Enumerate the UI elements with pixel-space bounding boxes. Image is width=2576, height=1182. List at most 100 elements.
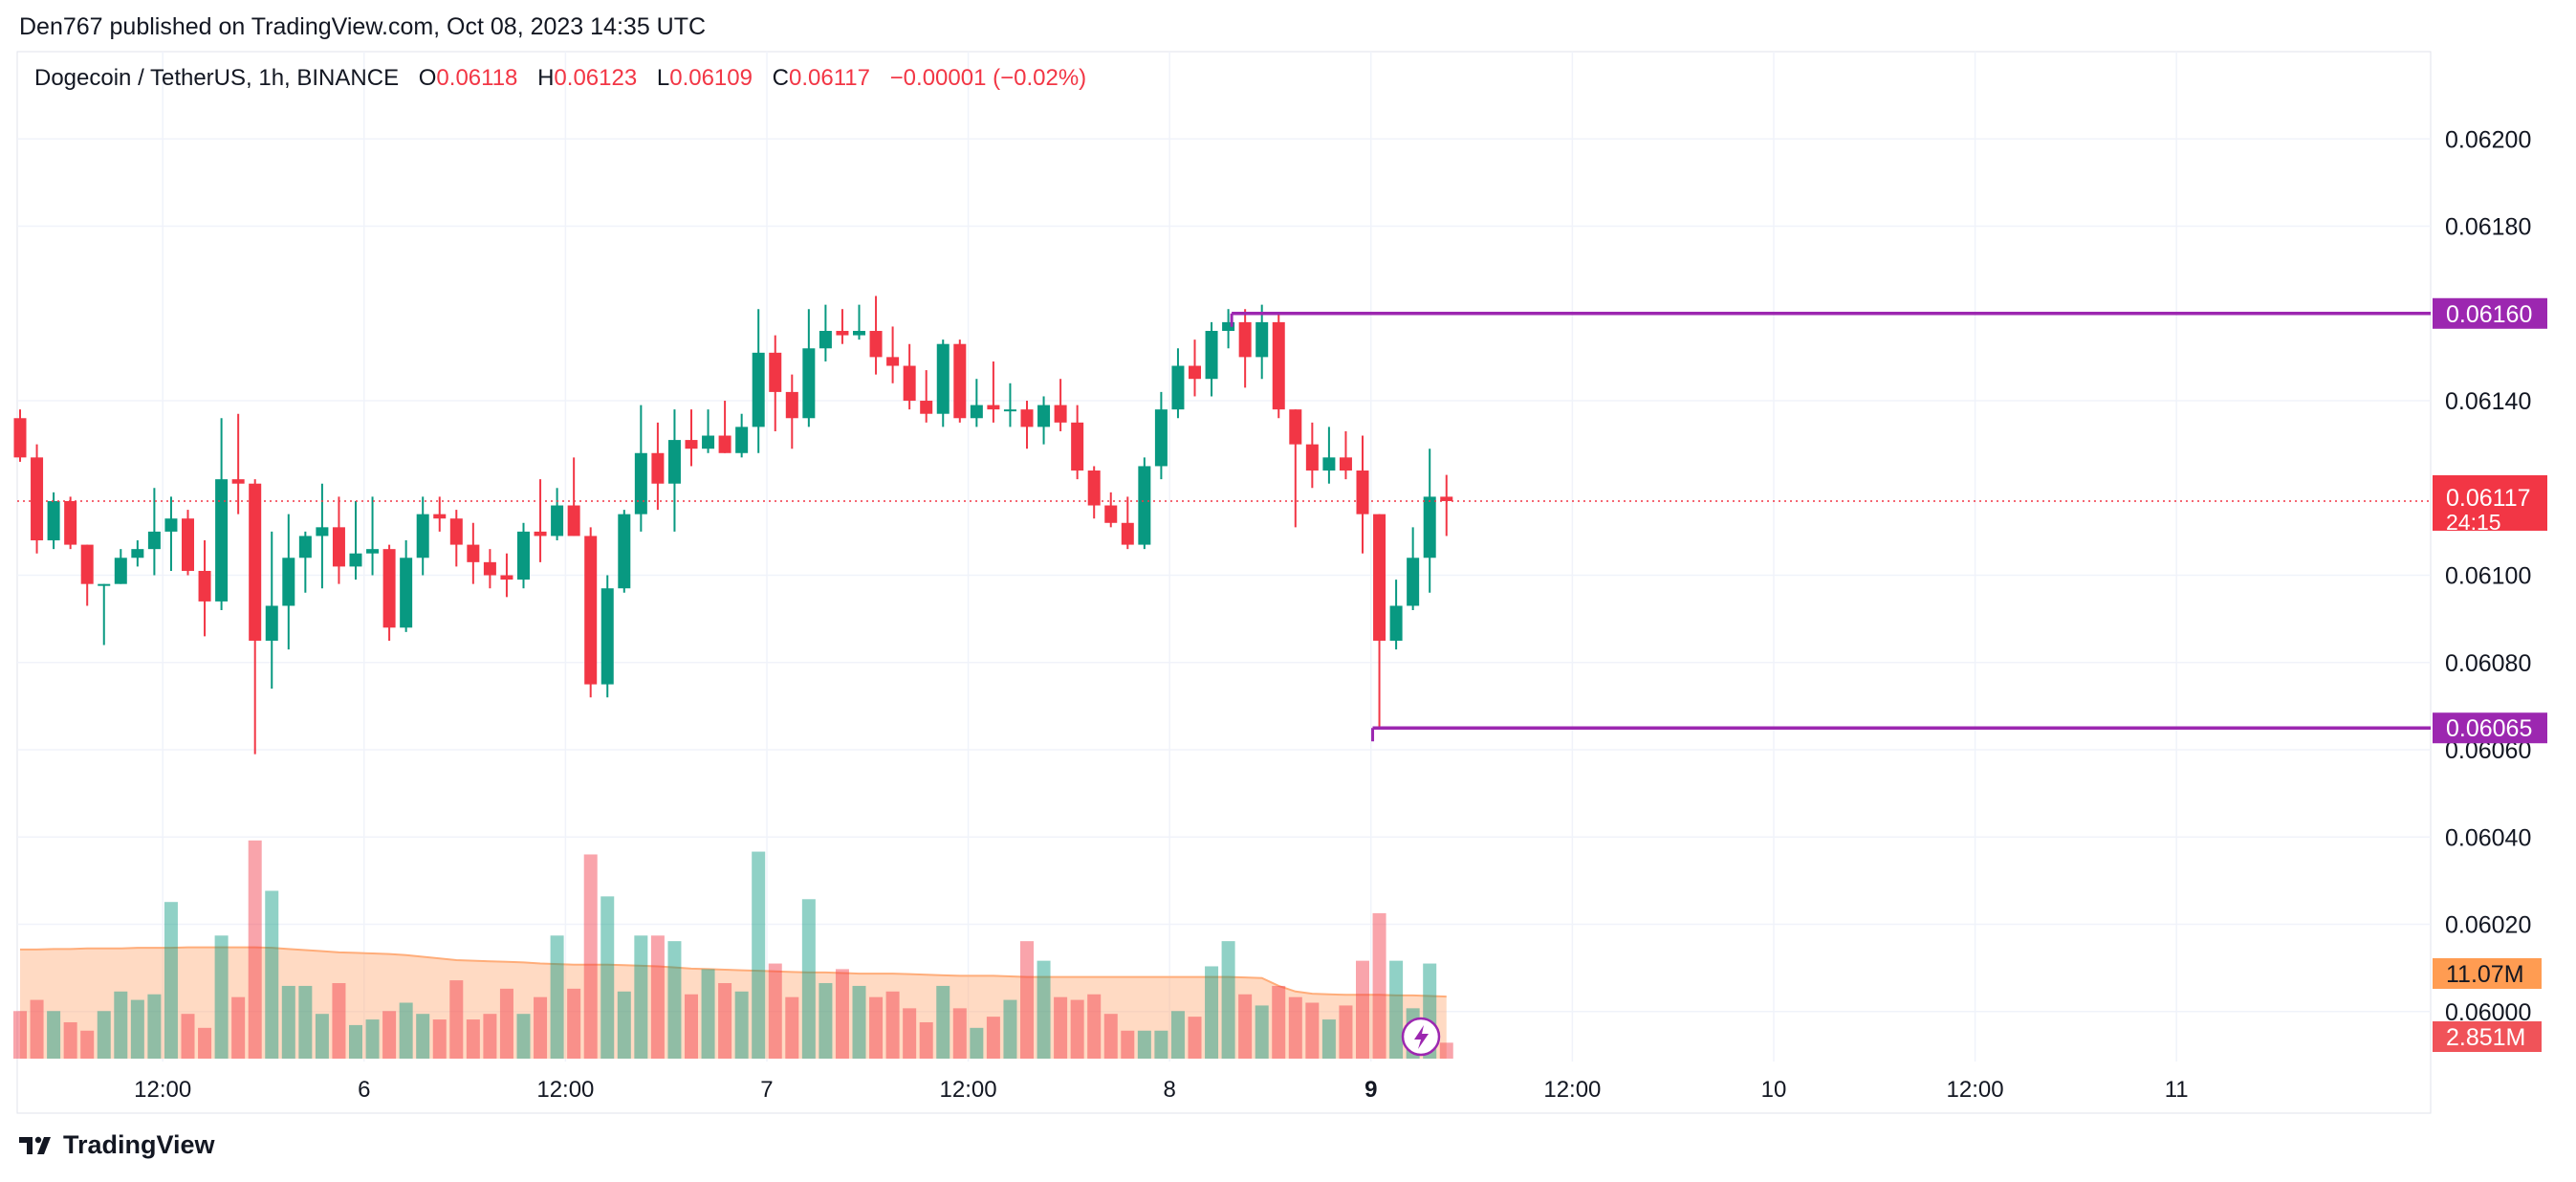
replay-lightning-icon[interactable]: [1401, 1017, 1441, 1057]
countdown-text: 24:15: [2446, 510, 2501, 535]
volume-bar: [1372, 912, 1386, 1059]
volume-bar: [130, 999, 144, 1059]
volume-bar: [768, 963, 782, 1059]
volume-bar: [1221, 941, 1235, 1059]
volume-bar: [1272, 985, 1286, 1059]
candle-body: [551, 505, 564, 536]
x-tick-label: 12:00: [536, 1077, 594, 1103]
volume-bar: [214, 935, 229, 1059]
symbol-name[interactable]: Dogecoin / TetherUS, 1h, BINANCE: [34, 65, 400, 91]
x-tick-label: 10: [1761, 1077, 1787, 1103]
volume-bar: [1121, 1030, 1135, 1059]
chart-frame: [16, 51, 2432, 1114]
volume-bar: [567, 988, 581, 1059]
candle-body: [1373, 514, 1386, 641]
candle-body: [1171, 365, 1185, 410]
candle-body: [970, 405, 983, 419]
candle-body: [131, 549, 144, 558]
volume-bar: [164, 902, 178, 1059]
candle-body: [903, 365, 916, 402]
horizontal-levels[interactable]: [1230, 312, 2431, 742]
candle-body: [400, 558, 413, 628]
candle-body: [1272, 321, 1285, 410]
volume-bar: [13, 1011, 27, 1059]
x-tick-label: 12:00: [940, 1077, 997, 1103]
volume-bar: [265, 890, 279, 1059]
volume-bar: [1288, 996, 1302, 1059]
level-price-badge: [2433, 297, 2547, 329]
open-value: 0.06118: [436, 65, 518, 91]
candle-body: [869, 331, 883, 358]
volume-ma-line: [20, 946, 1447, 998]
tradingview-brand: TradingView: [63, 1130, 215, 1159]
high-label: H: [537, 65, 555, 91]
candle-body: [600, 588, 614, 685]
x-tick-label: 11: [2165, 1077, 2189, 1103]
x-tick-label: 12:00: [134, 1077, 191, 1103]
candle-body: [198, 570, 211, 602]
candle-body: [1322, 457, 1336, 471]
candle-body: [618, 514, 631, 589]
volume-bar: [147, 994, 162, 1059]
candle-body: [366, 549, 380, 554]
level-price-text: 0.06160: [2446, 301, 2532, 328]
candle-body: [416, 514, 429, 558]
candle-body: [1104, 505, 1118, 523]
candle-body: [249, 483, 262, 641]
candle-body: [1071, 422, 1084, 471]
volume-bar: [1188, 1017, 1202, 1059]
candle-body: [1407, 558, 1420, 606]
candle-body: [718, 435, 731, 453]
volume-bar: [701, 969, 715, 1059]
volume-bar: [667, 941, 682, 1059]
tradingview-logo[interactable]: TradingView: [19, 1130, 215, 1160]
volume-bar: [248, 840, 262, 1059]
price-axis[interactable]: 0.06200 0.06180 0.06140 0.06100 0.06080 0.060…: [2445, 126, 2531, 1026]
volume-bar: [1305, 1002, 1320, 1059]
candle-body: [215, 479, 229, 602]
x-tick-label: 9: [1364, 1077, 1377, 1103]
candle-body: [1289, 409, 1302, 445]
candle-body: [534, 531, 547, 536]
grid-lines: [17, 52, 2431, 1062]
volume-bar: [617, 991, 631, 1059]
level-price-text: 0.06065: [2446, 715, 2532, 742]
volume-bar: [432, 1019, 447, 1059]
volume-bar: [650, 935, 665, 1059]
candle-body: [1255, 321, 1269, 358]
volume-bar: [852, 985, 866, 1059]
volume-bar: [903, 1008, 917, 1059]
candle-body: [1238, 321, 1252, 358]
volume-bar: [1170, 1011, 1185, 1059]
candle-body: [1205, 331, 1218, 380]
candle-body: [802, 348, 816, 419]
y-tick-label: 0.06020: [2445, 912, 2531, 939]
candle-body: [1339, 457, 1352, 471]
candle-body: [517, 531, 530, 580]
volume-bar: [1205, 966, 1219, 1059]
level-price-badge: [2433, 712, 2547, 744]
volume-bar: [550, 935, 564, 1059]
candle-body: [1189, 365, 1201, 380]
volume-bar: [114, 991, 128, 1059]
volume-bar: [1339, 1005, 1353, 1059]
y-tick-label: 0.06180: [2445, 214, 2531, 241]
candle-body: [785, 391, 798, 419]
low-label: L: [656, 65, 670, 91]
candle-body: [634, 452, 647, 514]
volume-bar: [718, 983, 732, 1059]
open-label: O: [418, 65, 437, 91]
volume-pane: [13, 840, 1453, 1059]
y-tick-label: 0.06080: [2445, 650, 2531, 677]
candle-body: [819, 331, 832, 349]
candle-body: [349, 553, 362, 567]
candle-body: [1087, 471, 1101, 506]
volume-bar: [1439, 1042, 1453, 1059]
symbol-legend: Dogecoin / TetherUS, 1h, BINANCE O0.0611…: [34, 65, 1086, 92]
time-axis[interactable]: 12:00 6 12:00 7 12:00 8 9 12:00 10 12:00 11: [134, 1077, 2188, 1103]
volume-bar: [315, 1014, 329, 1059]
candle-body: [1138, 466, 1151, 545]
volume-bar: [885, 991, 900, 1059]
volume-bar: [634, 935, 648, 1059]
